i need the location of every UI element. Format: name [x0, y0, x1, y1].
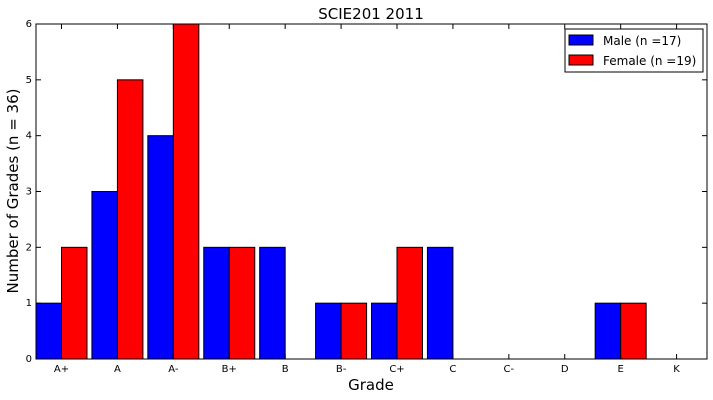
- legend-label-female: Female (n =19): [603, 54, 696, 68]
- bar-female-E: [620, 302, 647, 360]
- bar-female-A+: [61, 246, 88, 360]
- x-axis: A+ A A- B+ B B- C+ C C- D E K: [54, 24, 680, 375]
- x-tick-label: B: [282, 364, 289, 375]
- y-tick-label: 4: [26, 131, 32, 142]
- chart-title: SCIE201 2011: [318, 5, 423, 23]
- x-axis-label: Grade: [348, 376, 394, 394]
- x-tick-label: B+: [222, 364, 237, 375]
- x-tick-label: C+: [389, 364, 404, 375]
- bar-female-A: [116, 79, 144, 360]
- bar-male-A-: [147, 135, 174, 360]
- bar-male-B-: [315, 302, 342, 360]
- x-tick-label: A: [114, 364, 121, 375]
- legend: Male (n =17) Female (n =19): [564, 28, 704, 73]
- x-tick-label: D: [561, 364, 569, 375]
- y-tick-label: 1: [26, 298, 32, 309]
- bar-male-C: [426, 246, 454, 360]
- bar-female-B-: [340, 302, 368, 360]
- x-tick-label: A+: [54, 364, 69, 375]
- bars-layer: [35, 23, 647, 360]
- bar-male-A: [91, 191, 118, 360]
- bar-female-A-: [172, 23, 200, 360]
- y-axis-label: Number of Grades (n = 36): [4, 89, 22, 294]
- y-tick-label: 5: [26, 75, 32, 86]
- x-tick-label: K: [673, 364, 680, 375]
- bar-male-B: [259, 246, 286, 360]
- bar-male-C+: [371, 302, 398, 360]
- x-tick-label: C-: [504, 364, 515, 375]
- bar-female-B+: [228, 246, 256, 360]
- x-tick-label: B-: [336, 364, 347, 375]
- y-axis: 0 1 2 3 4 5 6: [26, 19, 707, 365]
- x-tick-label: C: [449, 364, 456, 375]
- y-tick-label: 2: [26, 242, 32, 253]
- y-tick-label: 6: [26, 19, 32, 30]
- legend-swatch-female: [568, 54, 594, 66]
- legend-label-male: Male (n =17): [603, 34, 681, 48]
- bar-male-E: [594, 302, 622, 360]
- x-tick-label: A-: [168, 364, 179, 375]
- bar-male-B+: [203, 246, 230, 360]
- y-tick-label: 3: [26, 187, 32, 198]
- bar-female-C+: [396, 246, 423, 360]
- legend-swatch-male: [568, 34, 594, 46]
- y-tick-label: 0: [26, 354, 32, 365]
- bar-male-A+: [35, 302, 62, 360]
- x-tick-label: E: [618, 364, 624, 375]
